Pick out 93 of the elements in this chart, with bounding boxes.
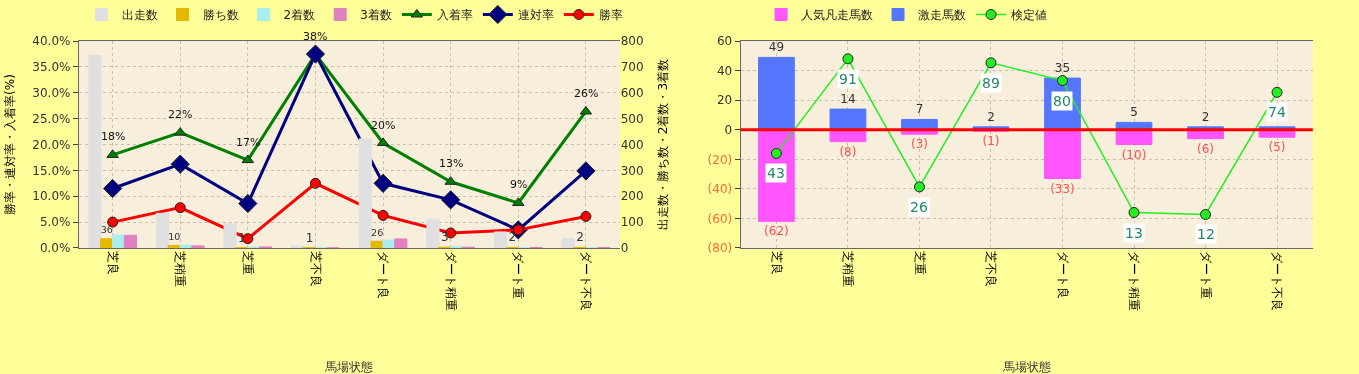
x-tick-label: ダート不良 [1270, 251, 1285, 312]
data-label: (62) [764, 224, 789, 239]
legend-label: 人気凡走馬数 [801, 8, 874, 23]
data-label: 1 [305, 230, 314, 245]
y2-tick-label: 300 [620, 163, 644, 178]
data-label: 43 [767, 165, 785, 181]
data-label: 49 [768, 40, 785, 55]
x-tick-label: ダート稍重 [443, 251, 458, 312]
y-tick-label: 30.0% [32, 86, 71, 101]
x-tick-label: 芝不良 [984, 251, 999, 288]
legend-label: 激走馬数 [918, 8, 967, 23]
y-tick-label: 0 [724, 122, 733, 137]
x-axis-title: 馬場状態 [324, 360, 374, 374]
y-tick-label: 15.0% [32, 163, 71, 178]
y-tick-label: 20 [716, 93, 733, 108]
data-label: 91 [839, 71, 857, 87]
x-tick-label: ダート良 [1055, 251, 1070, 300]
x-tick-label: ダート稍重 [1127, 251, 1142, 312]
data-label: 14 [840, 92, 856, 107]
x-axis-title: 馬場状態 [1001, 360, 1051, 374]
x-tick-label: 芝稍重 [841, 251, 856, 288]
legend-label: 勝率 [598, 8, 623, 23]
data-label: (10) [1121, 147, 1147, 162]
data-label: (3) [910, 137, 928, 152]
data-label: 89 [982, 75, 1000, 91]
data-label: (8) [839, 144, 857, 159]
x-tick-label: 芝良 [105, 251, 120, 276]
data-label: 13 [1125, 225, 1143, 241]
legend-label: 3着数 [360, 8, 392, 23]
y2-tick-label: 100 [620, 215, 644, 230]
y-tick-label: 40.0% [32, 34, 71, 49]
data-label: 7 [915, 102, 924, 117]
y-tick-label: 0.0% [39, 241, 71, 256]
y-tick-label: 10.0% [32, 189, 71, 204]
y-tick-label: 60 [716, 34, 733, 49]
data-label: 5 [1130, 105, 1138, 120]
x-tick-label: 芝良 [769, 251, 784, 276]
data-label: (5) [1268, 140, 1286, 155]
data-label: 12 [1197, 226, 1215, 242]
x-tick-label: 芝重 [912, 251, 927, 276]
data-label: 2 [987, 109, 995, 124]
data-label: 2 [1201, 109, 1210, 124]
data-label: 20% [371, 119, 396, 132]
y-tick-label: 40 [716, 63, 733, 78]
y-axis-title: 勝率・連対率・入着率(%) [2, 74, 17, 215]
x-tick-label: ダート不良 [579, 251, 593, 312]
legend-label: 入着率 [436, 8, 473, 23]
y-tick-label: (20) [707, 152, 733, 167]
y-tick-label: 20.0% [32, 137, 71, 152]
data-label: 26 [910, 199, 928, 215]
data-label: (6) [1197, 141, 1215, 156]
y2-tick-label: 700 [620, 60, 644, 75]
data-label: 3 [440, 230, 449, 245]
x-tick-label: 芝稍重 [173, 251, 188, 288]
y2-tick-label: 0 [620, 241, 629, 256]
data-label: (1) [982, 134, 1000, 149]
y2-tick-label: 200 [620, 189, 644, 204]
y-tick-label: 5.0% [39, 215, 71, 230]
x-tick-label: 芝重 [240, 251, 255, 276]
y2-tick-label: 600 [620, 86, 644, 101]
data-label: 22% [168, 108, 193, 121]
y-tick-label: 25.0% [32, 111, 71, 126]
y-tick-label: (60) [707, 211, 733, 226]
data-label: 13% [439, 157, 464, 170]
data-label: 18% [101, 130, 126, 143]
legend-label: 出走数 [121, 8, 158, 23]
data-label: 9% [510, 178, 528, 191]
data-label: 35 [1054, 61, 1071, 76]
data-label: 26 [371, 226, 384, 238]
data-label: 80 [1053, 93, 1071, 109]
data-label: 38% [303, 30, 328, 43]
legend-label: 2着数 [283, 8, 316, 23]
y-tick-label: (80) [707, 241, 733, 256]
data-label: 74 [1268, 104, 1286, 120]
legend-label: 勝ち数 [202, 8, 239, 23]
legend-label: 連対率 [517, 8, 554, 23]
data-label: (33) [1050, 181, 1075, 196]
data-label: 2 [508, 230, 517, 245]
y2-axis-title: 出走数・勝ち数・2着数・3着数 [655, 58, 670, 231]
legend-label: 検定値 [1011, 8, 1048, 23]
y2-tick-label: 800 [620, 34, 644, 49]
data-label: 26% [574, 87, 599, 100]
data-label: 10 [168, 230, 181, 242]
y2-tick-label: 400 [620, 137, 644, 152]
y-tick-label: 35.0% [32, 60, 71, 75]
x-tick-label: ダート重 [1198, 251, 1213, 300]
x-tick-label: ダート重 [511, 251, 526, 300]
y2-tick-label: 500 [620, 111, 644, 126]
data-label: 36 [100, 224, 113, 236]
data-label: 2 [576, 230, 584, 245]
x-tick-label: ダート良 [376, 251, 391, 300]
x-tick-label: 芝不良 [308, 251, 323, 288]
y-tick-label: (40) [707, 182, 733, 197]
